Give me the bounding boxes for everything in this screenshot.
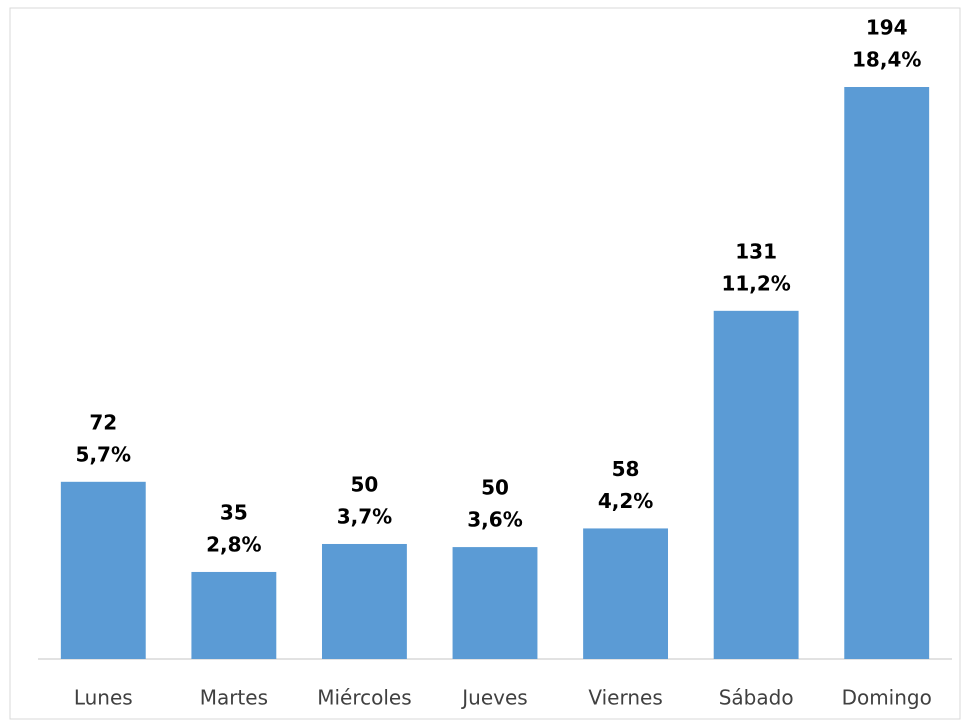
- percent-label: 18,4%: [852, 48, 921, 72]
- count-label: 35: [220, 500, 248, 524]
- percent-label: 3,6%: [467, 508, 522, 532]
- count-label: 50: [351, 472, 379, 496]
- bar: [713, 310, 799, 659]
- count-label: 50: [481, 476, 509, 500]
- percent-label: 4,2%: [598, 489, 653, 513]
- percent-label: 2,8%: [206, 532, 261, 556]
- x-tick-label: Martes: [200, 686, 268, 710]
- count-label: 131: [735, 239, 777, 263]
- x-tick-label: Miércoles: [317, 686, 411, 710]
- x-tick-label: Domingo: [842, 686, 932, 710]
- bar: [844, 87, 930, 659]
- bar: [321, 543, 407, 659]
- count-label: 72: [89, 410, 117, 434]
- x-tick-label: Viernes: [588, 686, 662, 710]
- percent-label: 11,2%: [721, 271, 790, 295]
- bar: [60, 481, 146, 659]
- x-tick-label: Sábado: [719, 686, 794, 710]
- bar: [452, 547, 538, 659]
- bar: [583, 528, 669, 659]
- count-label: 194: [866, 16, 908, 40]
- count-label: 58: [612, 457, 640, 481]
- percent-label: 3,7%: [337, 504, 392, 528]
- percent-label: 5,7%: [76, 442, 131, 466]
- x-tick-label: Lunes: [74, 686, 133, 710]
- bar: [191, 571, 277, 659]
- x-tick-label: Jueves: [460, 686, 527, 710]
